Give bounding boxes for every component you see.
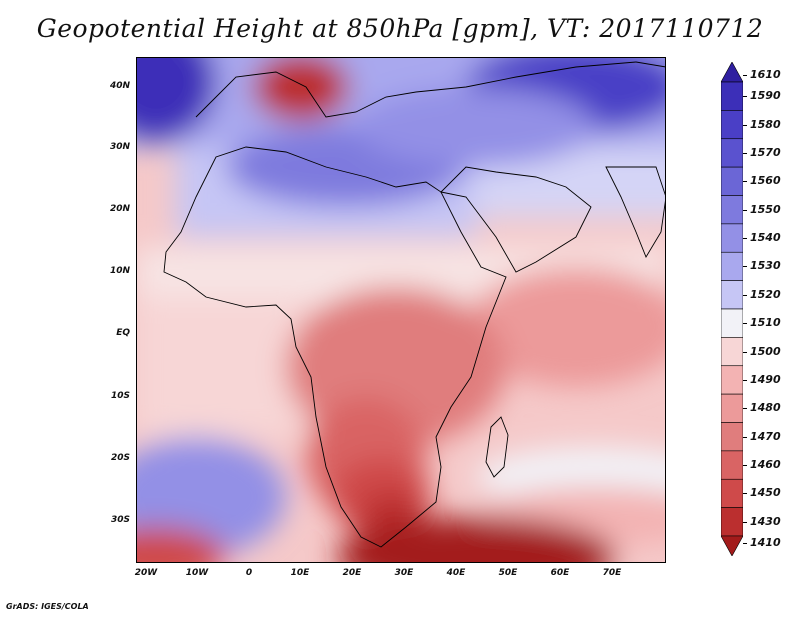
colorbar-label-1460: 1460 <box>750 458 781 472</box>
colorbar-tick <box>743 493 747 495</box>
colorbar-tick <box>743 266 747 268</box>
chart-title: Geopotential Height at 850hPa [gpm], VT:… <box>36 14 764 43</box>
africa-coastline <box>163 146 507 548</box>
colorbar-tick <box>743 96 747 98</box>
colorbar-label-1490: 1490 <box>750 372 781 386</box>
colorbar-label-1610: 1610 <box>750 68 781 81</box>
colorbar-swatch-1450 <box>721 478 743 508</box>
colorbar-label-1560: 1560 <box>750 174 781 188</box>
colorbar-label-1520: 1520 <box>750 287 781 301</box>
lon-label-20e: 20E <box>342 568 362 578</box>
colorbar-label-1580: 1580 <box>750 117 781 131</box>
colorbar-swatch-1550 <box>721 195 743 225</box>
colorbar-swatch-1560 <box>721 166 743 196</box>
colorbar-label-1540: 1540 <box>750 231 781 245</box>
colorbar-swatch-1530 <box>721 251 743 281</box>
colorbar-label-1530: 1530 <box>750 259 781 273</box>
colorbar-tick <box>743 351 747 353</box>
colorbar-swatch-1490 <box>721 365 743 395</box>
colorbar-label-1450: 1450 <box>750 486 781 500</box>
credit-text: GrADS: IGES/COLA <box>6 602 89 611</box>
colorbar-swatch-1590 <box>721 81 743 111</box>
india-coastline <box>605 166 666 259</box>
colorbar-swatch-1430 <box>721 507 743 537</box>
colorbar-swatch-1540 <box>721 223 743 253</box>
colorbar-tick <box>743 294 747 296</box>
lat-label-40n: 40N <box>109 81 130 91</box>
colorbar <box>721 62 743 556</box>
colorbar-swatch-1500 <box>721 337 743 367</box>
lat-label-30n: 30N <box>109 142 130 152</box>
colorbar-tick <box>743 209 747 211</box>
lon-label-10w: 10W <box>185 568 209 578</box>
lat-label-20s: 20S <box>110 453 130 463</box>
colorbar-tick <box>743 75 747 76</box>
colorbar-tick <box>743 436 747 438</box>
madagascar-coastline <box>485 416 509 478</box>
colorbar-tick <box>743 379 747 381</box>
colorbar-tick <box>743 408 747 410</box>
colorbar-label-1410: 1410 <box>750 536 781 549</box>
lat-label-10n: 10N <box>109 266 130 276</box>
lon-label-20w: 20W <box>134 568 158 578</box>
colorbar-label-1500: 1500 <box>750 344 781 358</box>
colorbar-swatch-1470 <box>721 422 743 452</box>
arabia-coastline <box>440 166 592 273</box>
lon-label-70e: 70E <box>602 568 622 578</box>
colorbar-tick <box>743 238 747 240</box>
colorbar-tick <box>743 152 747 154</box>
colorbar-label-1510: 1510 <box>750 316 781 330</box>
colorbar-tick <box>743 181 747 183</box>
colorbar-swatch-1410 <box>721 535 743 556</box>
colorbar-swatch-1610 <box>721 62 743 83</box>
europe-coastline <box>195 61 666 118</box>
lon-label-30e: 30E <box>394 568 414 578</box>
colorbar-swatch-1510 <box>721 308 743 338</box>
colorbar-swatch-1580 <box>721 110 743 140</box>
coastlines <box>163 61 666 548</box>
colorbar-swatch-1520 <box>721 280 743 310</box>
colorbar-swatch-1480 <box>721 393 743 423</box>
colorbar-swatch-1460 <box>721 450 743 480</box>
colorbar-label-1590: 1590 <box>750 89 781 103</box>
lon-label-50e: 50E <box>498 568 518 578</box>
colorbar-swatch-1570 <box>721 138 743 168</box>
lon-label-60e: 60E <box>550 568 570 578</box>
colorbar-label-1480: 1480 <box>750 401 781 415</box>
colorbar-label-1430: 1430 <box>750 514 781 528</box>
colorbar-label-1550: 1550 <box>750 202 781 216</box>
lon-label-40e: 40E <box>446 568 466 578</box>
colorbar-tick <box>743 124 747 126</box>
lat-label-10s: 10S <box>110 391 130 401</box>
lon-label-0: 0 <box>245 568 253 578</box>
colorbar-tick <box>743 323 747 325</box>
colorbar-tick <box>743 521 747 523</box>
colorbar-tick <box>743 543 747 544</box>
colorbar-tick <box>743 465 747 467</box>
colorbar-label-1570: 1570 <box>750 145 781 159</box>
lat-label-20n: 20N <box>109 204 130 214</box>
colorbar-label-1470: 1470 <box>750 429 781 443</box>
geopotential-map <box>136 57 666 563</box>
lon-label-10e: 10E <box>290 568 310 578</box>
lat-label-30s: 30S <box>110 515 130 525</box>
lat-label-eq: EQ <box>116 328 130 338</box>
